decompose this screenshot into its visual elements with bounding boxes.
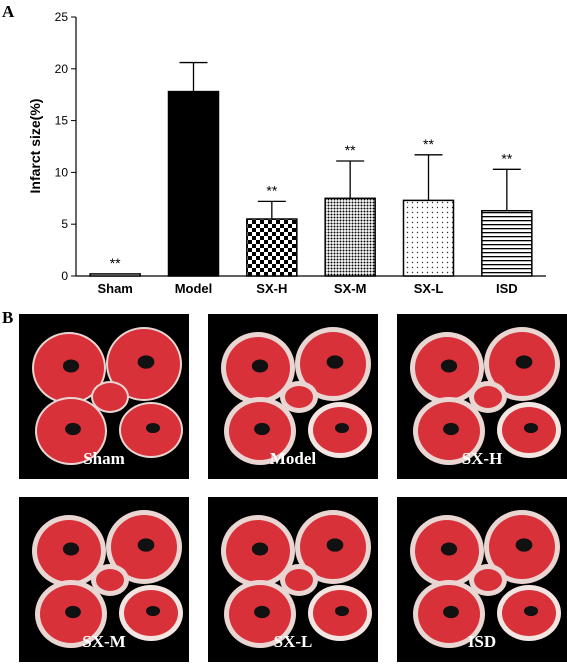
y-tick-label: 25 xyxy=(55,10,69,24)
ventricle-lumen xyxy=(65,605,81,619)
tissue-panel-label: Model xyxy=(269,449,317,468)
panel-a-letter: A xyxy=(2,2,15,21)
tissue-panel-label: SX-M xyxy=(82,632,126,651)
panel-b-letter: B xyxy=(2,308,14,327)
significance-marker: ** xyxy=(266,182,277,198)
y-tick-label: 0 xyxy=(61,269,68,283)
y-tick-label: 10 xyxy=(55,165,69,179)
ventricle-lumen xyxy=(62,542,80,556)
viable-tissue xyxy=(96,569,124,591)
ventricle-lumen xyxy=(326,538,344,552)
viable-tissue xyxy=(93,383,127,411)
tissue-slices-image xyxy=(32,510,183,648)
y-tick-label: 15 xyxy=(55,114,69,128)
x-tick-label: SX-H xyxy=(256,281,287,296)
ventricle-lumen xyxy=(515,355,533,369)
x-tick-label: ISD xyxy=(496,281,518,296)
tissue-panel-label: SX-H xyxy=(461,449,503,468)
ventricle-lumen xyxy=(145,422,161,434)
ventricle-lumen xyxy=(523,422,539,434)
viable-tissue xyxy=(285,569,313,591)
ventricle-lumen xyxy=(440,359,458,373)
significance-marker: ** xyxy=(501,150,512,166)
x-tick-label: SX-M xyxy=(334,281,367,296)
bar-sx-h xyxy=(246,218,298,277)
tissue-panel-label: ISD xyxy=(467,632,497,651)
y-axis-label: Infarct size(%) xyxy=(27,99,43,194)
tissue-slices-image xyxy=(410,510,561,648)
tissue-panel-isd: ISD xyxy=(397,497,567,662)
tissue-panel-sx-l: SX-L xyxy=(208,497,378,662)
y-tick-label: 20 xyxy=(55,62,69,76)
x-tick-label: SX-L xyxy=(414,281,444,296)
ventricle-lumen xyxy=(334,422,350,434)
ventricle-lumen xyxy=(326,355,344,369)
bar-sx-l xyxy=(402,199,455,277)
bar-sx-m xyxy=(324,197,376,277)
tissue-slices-image xyxy=(32,327,183,465)
ventricle-lumen xyxy=(62,359,80,373)
ventricle-lumen xyxy=(145,605,161,617)
ventricle-lumen xyxy=(440,542,458,556)
x-tick-label: Sham xyxy=(97,281,132,296)
y-tick-label: 5 xyxy=(61,217,68,231)
ventricle-lumen xyxy=(254,605,270,619)
bar-chart: 0 5 10 15 20 25 ** Sham Model ** SX-H ** SX-M ** SX-L… xyxy=(27,10,546,296)
significance-marker: ** xyxy=(423,136,434,152)
ventricle-lumen xyxy=(254,422,270,436)
viable-tissue xyxy=(474,569,502,591)
tissue-slices-image xyxy=(410,327,561,465)
ventricle-lumen xyxy=(137,355,155,369)
tissue-panel-label: Sham xyxy=(83,449,125,468)
tissue-slices-image xyxy=(221,327,372,465)
tissue-slices-image xyxy=(221,510,372,648)
bar-isd xyxy=(481,209,533,277)
significance-marker: ** xyxy=(110,255,121,271)
bar-model xyxy=(167,90,220,277)
tissue-panel-sx-h: SX-H xyxy=(397,314,567,479)
tissue-panel-sham: Sham xyxy=(19,314,189,479)
ventricle-lumen xyxy=(523,605,539,617)
ventricle-lumen xyxy=(515,538,533,552)
viable-tissue xyxy=(285,386,313,408)
ventricle-lumen xyxy=(443,605,459,619)
ventricle-lumen xyxy=(65,422,81,436)
x-tick-label: Model xyxy=(175,281,213,296)
viable-tissue xyxy=(474,386,502,408)
ventricle-lumen xyxy=(334,605,350,617)
tissue-panel-model: Model xyxy=(208,314,378,479)
ventricle-lumen xyxy=(443,422,459,436)
ventricle-lumen xyxy=(251,542,269,556)
tissue-panel-sx-m: SX-M xyxy=(19,497,189,662)
ventricle-lumen xyxy=(251,359,269,373)
significance-marker: ** xyxy=(345,142,356,158)
ventricle-lumen xyxy=(137,538,155,552)
bar-sham xyxy=(89,273,141,277)
tissue-panel-label: SX-L xyxy=(273,632,313,651)
